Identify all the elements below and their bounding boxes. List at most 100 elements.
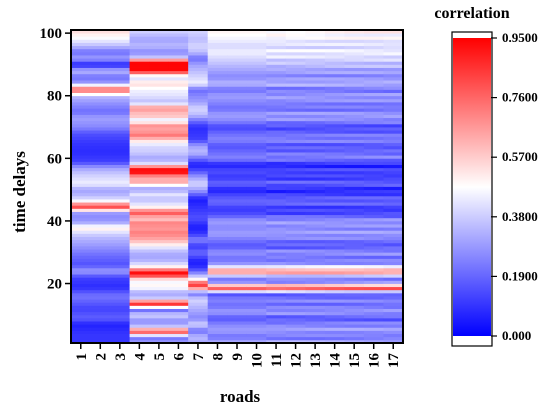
heatmap-cell bbox=[246, 311, 267, 316]
heatmap-cell bbox=[305, 173, 326, 178]
heatmap-cell bbox=[383, 255, 403, 259]
heatmap-cell bbox=[324, 327, 345, 331]
heatmap-cell bbox=[90, 98, 111, 103]
heatmap-cell bbox=[129, 214, 150, 219]
heatmap-cell bbox=[149, 280, 170, 284]
heatmap-cell bbox=[266, 311, 287, 316]
heatmap-cell bbox=[246, 36, 267, 40]
heatmap-cell bbox=[344, 261, 365, 266]
heatmap-cell bbox=[168, 45, 189, 50]
heatmap-cell bbox=[383, 130, 403, 134]
heatmap-cell bbox=[246, 117, 267, 122]
heatmap-cell bbox=[90, 101, 111, 106]
heatmap-cell bbox=[207, 192, 228, 197]
heatmap-cell bbox=[149, 217, 170, 222]
heatmap-cell bbox=[90, 261, 111, 266]
heatmap-cell bbox=[266, 277, 287, 281]
heatmap-cell bbox=[110, 180, 130, 184]
heatmap-cell bbox=[90, 192, 111, 197]
heatmap-cell bbox=[207, 255, 228, 259]
heatmap-cell bbox=[383, 105, 403, 109]
heatmap-cell bbox=[266, 120, 287, 125]
heatmap-cell bbox=[207, 73, 228, 78]
heatmap-cell bbox=[285, 114, 306, 119]
x-tick-label: 7 bbox=[191, 353, 207, 361]
heatmap-cell bbox=[266, 177, 287, 181]
heatmap-cell bbox=[363, 173, 384, 178]
heatmap-cell bbox=[285, 321, 306, 325]
heatmap-cell bbox=[285, 164, 306, 169]
heatmap-cell bbox=[207, 327, 228, 331]
heatmap-cell bbox=[129, 173, 150, 178]
heatmap-cell bbox=[227, 227, 248, 231]
heatmap-cell bbox=[71, 173, 91, 178]
heatmap-cell bbox=[227, 258, 248, 263]
heatmap-cell bbox=[363, 76, 384, 81]
heatmap-cell bbox=[129, 145, 150, 150]
heatmap-cell bbox=[90, 51, 111, 56]
heatmap-cell bbox=[188, 92, 209, 97]
heatmap-cell bbox=[207, 76, 228, 81]
heatmap-cell bbox=[324, 217, 345, 222]
heatmap-cell bbox=[227, 164, 248, 169]
heatmap-cell bbox=[266, 111, 287, 115]
heatmap-cell bbox=[71, 255, 91, 259]
heatmap-cell bbox=[71, 158, 91, 162]
heatmap-cell bbox=[324, 155, 345, 159]
heatmap-cell bbox=[110, 127, 130, 131]
heatmap-cell bbox=[344, 314, 365, 319]
heatmap-cell bbox=[285, 127, 306, 131]
heatmap-cell bbox=[188, 255, 209, 259]
heatmap-cell bbox=[324, 258, 345, 263]
heatmap-cell bbox=[266, 249, 287, 253]
heatmap-cell bbox=[227, 195, 248, 200]
heatmap-cell bbox=[246, 67, 267, 72]
heatmap-cell bbox=[363, 302, 384, 306]
heatmap-cell bbox=[363, 261, 384, 266]
heatmap-cell bbox=[383, 220, 403, 225]
heatmap-cell bbox=[305, 70, 326, 75]
heatmap-cell bbox=[71, 114, 91, 119]
heatmap-cell bbox=[90, 114, 111, 119]
heatmap-cell bbox=[90, 333, 111, 338]
heatmap-cell bbox=[207, 186, 228, 191]
heatmap-cell bbox=[129, 330, 150, 335]
heatmap-cell bbox=[266, 189, 287, 194]
heatmap-cell bbox=[344, 51, 365, 56]
heatmap-cell bbox=[149, 245, 170, 250]
heatmap-cell bbox=[168, 311, 189, 316]
heatmap-cell bbox=[383, 30, 403, 34]
heatmap-cell bbox=[324, 133, 345, 137]
heatmap-cell bbox=[90, 117, 111, 122]
heatmap-cell bbox=[285, 289, 306, 294]
heatmap-cell bbox=[71, 145, 91, 150]
heatmap-cell bbox=[285, 202, 306, 206]
heatmap-cell bbox=[71, 133, 91, 137]
heatmap-cell bbox=[227, 267, 248, 272]
heatmap-cell bbox=[363, 236, 384, 241]
heatmap-cell bbox=[363, 189, 384, 194]
heatmap-cell bbox=[305, 195, 326, 200]
heatmap-cell bbox=[305, 199, 326, 203]
heatmap-cell bbox=[71, 33, 91, 37]
heatmap-cell bbox=[149, 249, 170, 253]
heatmap-cell bbox=[149, 61, 170, 65]
heatmap-cell bbox=[285, 111, 306, 115]
heatmap-cell bbox=[129, 33, 150, 37]
heatmap-cell bbox=[188, 189, 209, 194]
heatmap-cell bbox=[363, 249, 384, 253]
heatmap-cell bbox=[285, 139, 306, 144]
heatmap-cell bbox=[90, 214, 111, 219]
heatmap-cell bbox=[227, 299, 248, 303]
heatmap-cell bbox=[227, 161, 248, 165]
heatmap-cell bbox=[227, 83, 248, 87]
heatmap-cell bbox=[168, 48, 189, 53]
heatmap-cell bbox=[149, 299, 170, 303]
heatmap-cell bbox=[90, 308, 111, 313]
heatmap-cell bbox=[129, 289, 150, 294]
heatmap-cell bbox=[188, 177, 209, 181]
heatmap-cell bbox=[90, 92, 111, 97]
heatmap-cell bbox=[207, 183, 228, 187]
heatmap-cell bbox=[383, 158, 403, 162]
